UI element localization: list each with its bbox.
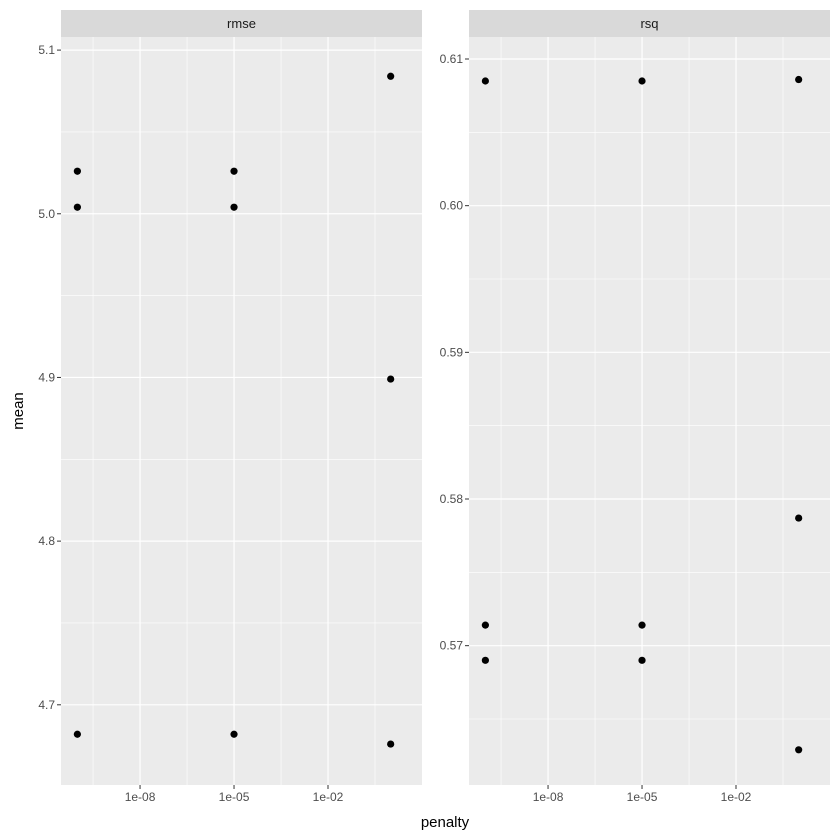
panels-layer: rmse 1e-08 1e-05 1e-02 4.7 4.8 4.9 5.0 5.1 rsq 1e-…: [38, 10, 830, 804]
y-axis-title: mean: [10, 392, 27, 430]
data-point: [481, 77, 489, 85]
y-tick-label: 0.58: [440, 492, 464, 506]
y-tick-label: 0.61: [440, 52, 464, 66]
data-point: [795, 514, 803, 522]
data-point: [638, 621, 646, 629]
data-point: [230, 730, 238, 738]
y-tick-label: 4.8: [38, 534, 55, 548]
y-tick-label: 0.60: [440, 199, 464, 213]
y-tick-label: 4.9: [38, 370, 55, 384]
x-tick-label: 1e-08: [533, 790, 564, 804]
panel-rmse: rmse 1e-08 1e-05 1e-02 4.7 4.8 4.9 5.0 5.1: [38, 10, 422, 804]
y-tick-label: 5.0: [38, 207, 55, 221]
data-point: [387, 375, 395, 383]
data-point: [638, 77, 646, 85]
data-point: [73, 730, 81, 738]
panel-background: [469, 37, 830, 785]
panel-rsq: rsq 1e-08 1e-05 1e-02 0.57 0.58 0.59 0.60 0.61: [440, 10, 830, 804]
data-point: [73, 167, 81, 175]
facet-strip-label: rmse: [227, 16, 256, 31]
data-point: [795, 75, 803, 84]
data-point: [387, 72, 395, 80]
x-tick-label: 1e-05: [219, 790, 250, 804]
data-point: [230, 203, 238, 211]
y-tick-label: 4.7: [38, 698, 55, 712]
y-tick-label: 5.1: [38, 43, 55, 57]
facet-strip: [61, 10, 422, 37]
data-point: [638, 656, 646, 664]
data-point: [795, 746, 803, 754]
x-tick-label: 1e-02: [721, 790, 752, 804]
data-point: [481, 621, 489, 629]
x-tick-label: 1e-05: [627, 790, 658, 804]
y-tick-label: 0.57: [440, 639, 464, 653]
data-point: [230, 167, 238, 175]
panel-background: [61, 37, 422, 785]
data-point: [481, 656, 489, 664]
x-axis-title: penalty: [421, 814, 470, 831]
x-tick-label: 1e-02: [313, 790, 344, 804]
data-point: [73, 203, 81, 211]
data-point: [387, 740, 395, 748]
facet-strip: [469, 10, 830, 37]
facet-strip-label: rsq: [640, 16, 658, 31]
y-tick-label: 0.59: [440, 345, 464, 359]
x-tick-label: 1e-08: [125, 790, 156, 804]
